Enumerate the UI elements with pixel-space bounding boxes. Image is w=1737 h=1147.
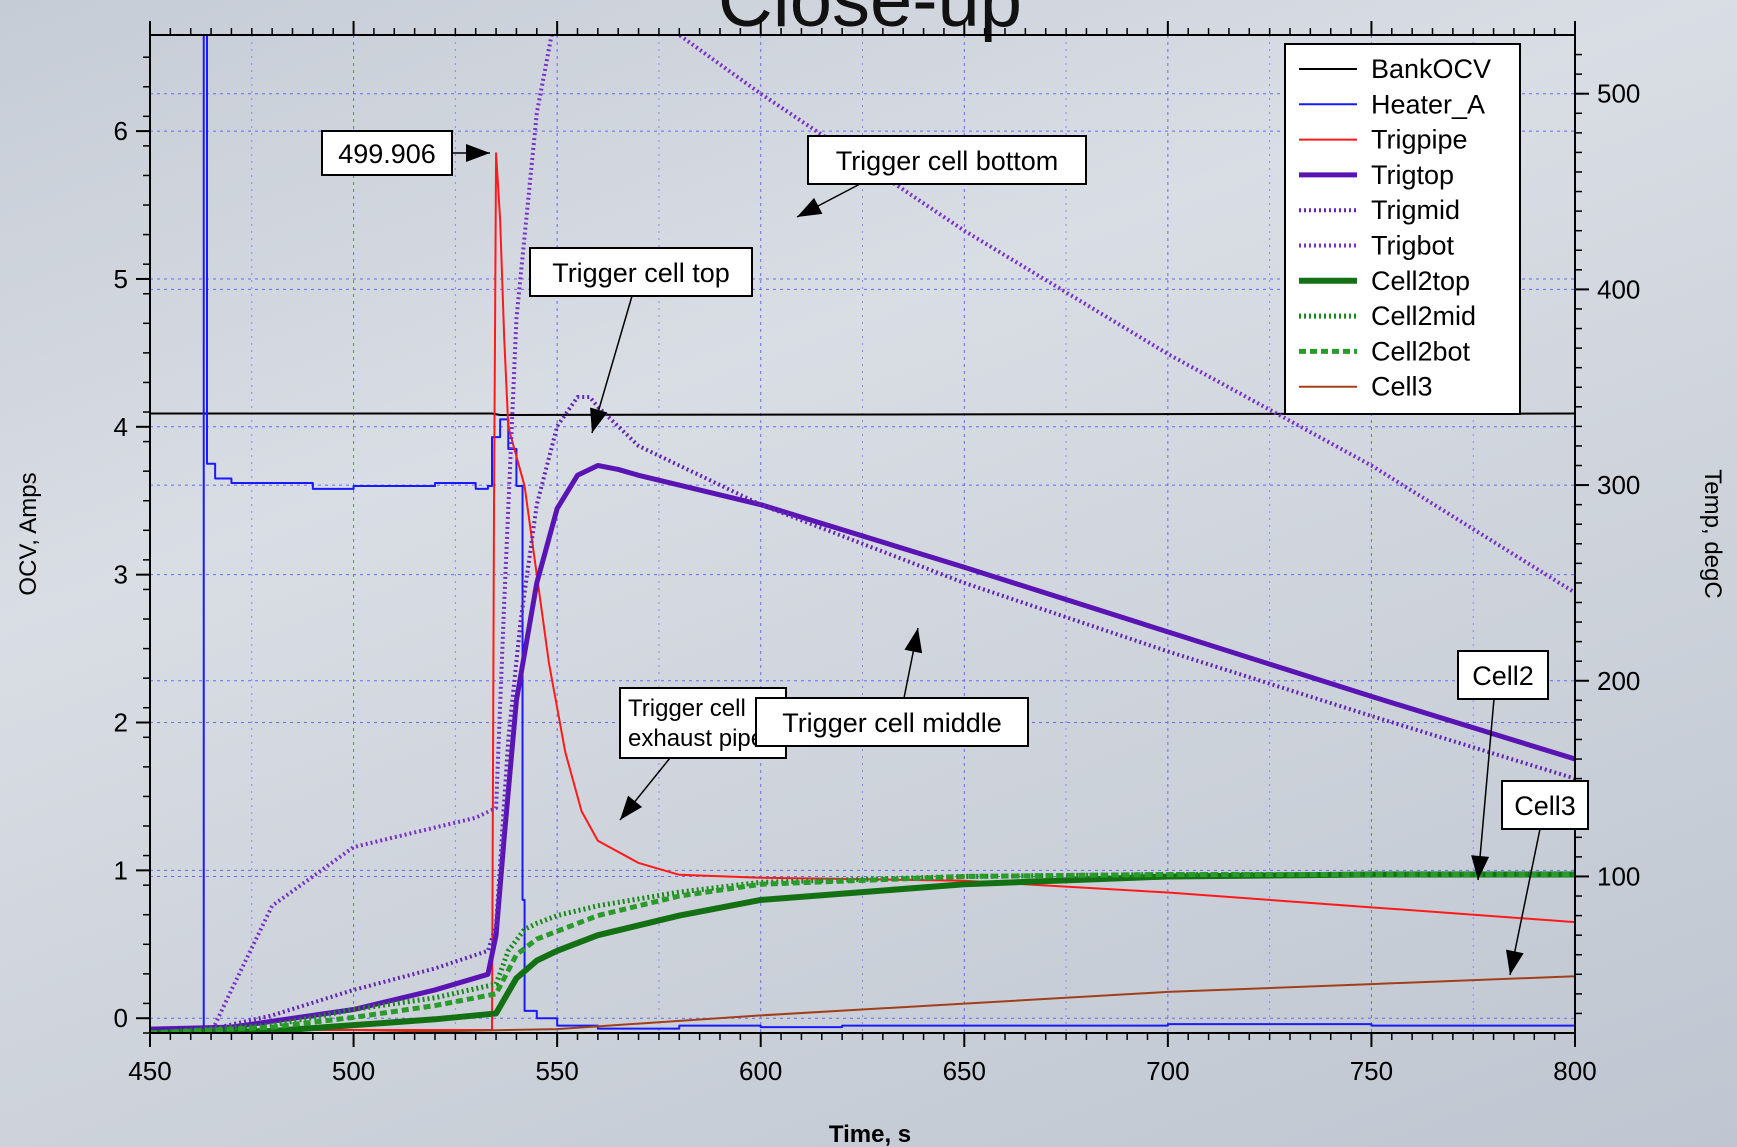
y2-tick-label: 200 [1597,666,1640,696]
annotation-box [807,135,1087,185]
series-line-trigbot [150,35,1575,1033]
legend: BankOCV Heater_A Trigpipe Trigtop Trigmid Tri… [1284,43,1521,415]
annotation-label: exhaust pipe [628,725,764,752]
annotation-arrowhead [904,628,923,654]
y-tick-label: 3 [114,560,128,590]
legend-label: Trigpipe [1371,125,1468,155]
annotation-label: Cell3 [1514,791,1576,821]
legend-label: Cell2bot [1371,336,1471,366]
series-group [150,35,1575,1033]
y-tick-label: 6 [114,116,128,146]
annotation-box [529,247,753,297]
annotation-arrowhead [1506,949,1524,975]
annotation-label: Trigger cell [628,695,746,722]
legend-label: Heater_A [1371,89,1485,119]
x-axis-title: Time, s [829,1121,911,1147]
series-line-bankocv [150,412,1575,416]
annotation-box [321,130,453,176]
y2-tick-label: 100 [1597,861,1640,891]
series-line-cell2top [150,871,1575,1033]
x-tick-label: 450 [128,1056,171,1086]
y2-axis-title: Temp, degC [1699,469,1726,598]
annotation-label: Trigger cell top [552,258,730,288]
series-line-trigtop [150,463,1575,1032]
annotation-arrowhead [797,197,823,217]
x-tick-label: 600 [739,1056,782,1086]
x-tick-label: 750 [1350,1056,1393,1086]
annotation-arrowhead [620,795,643,820]
legend-label: Trigmid [1371,195,1460,225]
series-line-heater-a [150,35,1575,1030]
annotation-box [1501,780,1589,830]
x-tick-label: 550 [535,1056,578,1086]
y-tick-label: 4 [114,412,128,442]
annotation-arrowhead [590,407,608,433]
y-tick-label: 0 [114,1003,128,1033]
x-tick-label: 650 [943,1056,986,1086]
annotation-label: 499.906 [338,139,436,169]
y2-tick-label: 300 [1597,470,1640,500]
y-tick-label: 5 [114,264,128,294]
annotation-arrow [1509,828,1541,976]
legend-label: Cell2mid [1371,301,1476,331]
slide-title: Close-up [718,0,1022,43]
annotation-box [755,697,1029,747]
legend-label: Cell2top [1371,266,1470,296]
annotations: 499.906 Trigger cell bottom Trigger cell t… [321,130,1589,976]
x-tick-label: 700 [1146,1056,1189,1086]
y-axis-title: OCV, Amps [15,472,42,595]
legend-label: Cell3 [1371,372,1433,402]
annotation-arrowhead [1471,855,1490,880]
y2-tick-label: 500 [1597,79,1640,109]
y2-tick-label: 400 [1597,274,1640,304]
annotation-arrowhead [466,144,490,162]
x-tick-label: 800 [1553,1056,1596,1086]
axes: 450 500 550 600 650 700 750 800 0 1 2 3 4 5 6 100 200 300… [114,21,1640,1086]
annotation-label: Cell2 [1472,661,1534,691]
annotation-label: Trigger cell middle [782,708,1002,738]
annotation-label: Trigger cell bottom [836,146,1059,176]
legend-label: BankOCV [1371,54,1491,84]
annotation-arrow [1477,698,1495,881]
x-tick-label: 500 [332,1056,375,1086]
series-line-cell2bot [150,871,1575,1033]
legend-label: Trigbot [1371,231,1455,261]
y-tick-label: 1 [114,855,128,885]
legend-label: Trigtop [1371,160,1454,190]
y-tick-label: 2 [114,708,128,738]
annotation-box [1457,650,1549,700]
series-line-cell2mid [150,871,1575,1033]
